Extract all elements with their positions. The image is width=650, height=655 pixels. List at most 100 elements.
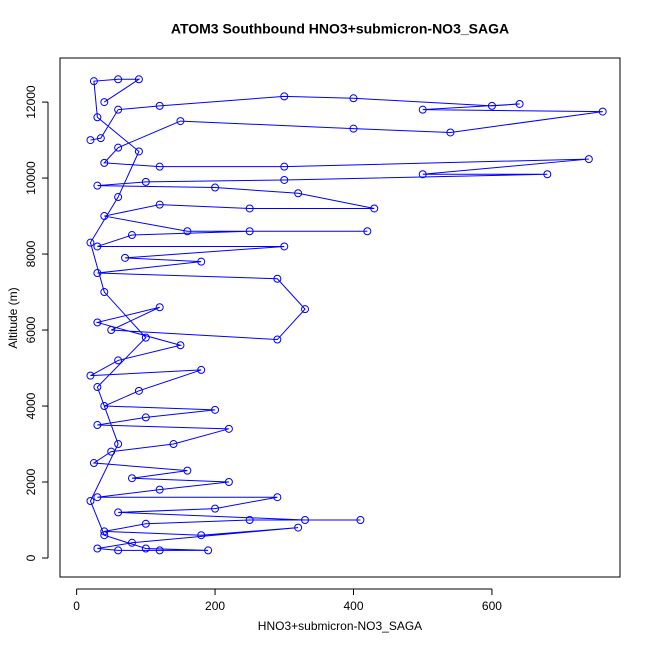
x-tick-label: 0 bbox=[73, 599, 80, 613]
data-point bbox=[418, 170, 427, 179]
data-point bbox=[204, 546, 213, 555]
data-point bbox=[100, 212, 109, 221]
data-point bbox=[349, 124, 358, 133]
data-point bbox=[93, 318, 102, 327]
data-point bbox=[224, 424, 233, 433]
data-point bbox=[114, 508, 123, 517]
data-point bbox=[93, 242, 102, 251]
data-point bbox=[245, 516, 254, 525]
data-point bbox=[211, 183, 220, 192]
data-point bbox=[301, 305, 310, 314]
data-point bbox=[197, 257, 206, 266]
data-point bbox=[93, 269, 102, 278]
data-point bbox=[100, 288, 109, 297]
data-line bbox=[89, 78, 603, 551]
data-point bbox=[121, 253, 130, 262]
data-point bbox=[155, 485, 164, 494]
data-point bbox=[176, 341, 185, 350]
data-point bbox=[155, 546, 164, 555]
data-point bbox=[543, 170, 552, 179]
data-point bbox=[86, 371, 95, 380]
data-point bbox=[141, 177, 150, 186]
data-point bbox=[301, 516, 310, 525]
data-point bbox=[141, 413, 150, 422]
data-point bbox=[349, 94, 358, 103]
data-point bbox=[280, 162, 289, 171]
data-point bbox=[127, 538, 136, 547]
data-point bbox=[273, 493, 282, 502]
data-point bbox=[245, 204, 254, 213]
y-tick-label: 12000 bbox=[24, 85, 38, 119]
data-point bbox=[107, 326, 116, 335]
data-point bbox=[100, 158, 109, 167]
data-point bbox=[127, 474, 136, 483]
data-point bbox=[100, 402, 109, 411]
data-point bbox=[155, 162, 164, 171]
data-point bbox=[93, 181, 102, 190]
data-point bbox=[363, 227, 372, 236]
x-tick-label: 200 bbox=[205, 599, 225, 613]
plot-frame bbox=[59, 57, 621, 578]
x-tick-label: 400 bbox=[343, 599, 363, 613]
data-point bbox=[418, 105, 427, 114]
data-point bbox=[134, 75, 143, 84]
data-point bbox=[197, 531, 206, 540]
data-point bbox=[197, 365, 206, 374]
data-point bbox=[446, 128, 455, 137]
data-point bbox=[169, 440, 178, 449]
data-point bbox=[86, 497, 95, 506]
y-tick-label: 2000 bbox=[24, 468, 38, 495]
data-point bbox=[273, 274, 282, 283]
data-point bbox=[294, 523, 303, 532]
data-point bbox=[584, 155, 593, 164]
x-axis-label: HNO3+submicron-NO3_SAGA bbox=[258, 619, 422, 633]
data-point bbox=[515, 99, 524, 108]
data-point bbox=[114, 105, 123, 114]
y-tick-label: 6000 bbox=[24, 316, 38, 343]
data-point bbox=[134, 386, 143, 395]
data-point bbox=[86, 238, 95, 247]
data-point bbox=[598, 107, 607, 116]
data-point bbox=[141, 333, 150, 342]
data-point bbox=[114, 75, 123, 84]
y-tick-label: 10000 bbox=[24, 161, 38, 195]
data-point bbox=[183, 227, 192, 236]
data-point bbox=[280, 92, 289, 101]
data-point bbox=[89, 459, 98, 468]
data-point bbox=[245, 227, 254, 236]
data-point bbox=[93, 544, 102, 553]
data-point bbox=[86, 136, 95, 145]
data-point bbox=[134, 147, 143, 156]
y-tick-label: 0 bbox=[24, 554, 38, 561]
data-point bbox=[114, 440, 123, 449]
x-tick-label: 600 bbox=[482, 599, 502, 613]
data-point bbox=[294, 189, 303, 198]
data-point bbox=[100, 531, 109, 540]
data-point bbox=[155, 101, 164, 110]
data-point bbox=[356, 516, 365, 525]
data-point bbox=[114, 143, 123, 152]
data-point bbox=[183, 466, 192, 475]
data-point bbox=[127, 231, 136, 240]
data-point bbox=[93, 113, 102, 122]
data-point bbox=[211, 504, 220, 513]
data-point bbox=[89, 77, 98, 86]
data-point bbox=[96, 134, 105, 143]
data-point bbox=[100, 98, 109, 107]
data-point bbox=[100, 527, 109, 536]
data-point bbox=[176, 117, 185, 126]
y-axis-label: Altitude (m) bbox=[6, 287, 20, 348]
data-point bbox=[93, 383, 102, 392]
data-point bbox=[114, 546, 123, 555]
data-point bbox=[280, 175, 289, 184]
y-tick-label: 4000 bbox=[24, 392, 38, 419]
y-tick-label: 8000 bbox=[24, 240, 38, 267]
chart-title: ATOM3 Southbound HNO3+submicron-NO3_SAGA bbox=[171, 21, 509, 37]
data-point bbox=[211, 405, 220, 414]
data-point bbox=[93, 493, 102, 502]
data-point bbox=[487, 101, 496, 110]
data-point bbox=[370, 204, 379, 213]
data-point bbox=[155, 303, 164, 312]
data-point bbox=[224, 478, 233, 487]
data-point bbox=[141, 519, 150, 528]
